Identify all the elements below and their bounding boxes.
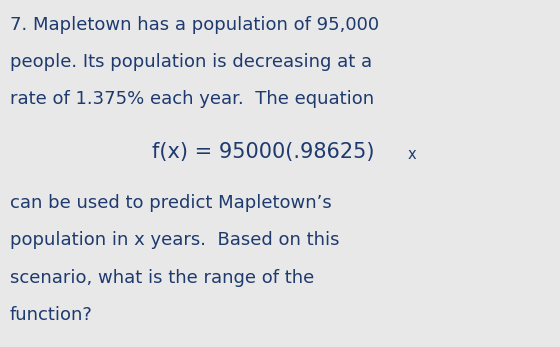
Text: 7. Mapletown has a population of 95,000: 7. Mapletown has a population of 95,000 (10, 16, 379, 34)
Text: f(x) = 95000(.98625): f(x) = 95000(.98625) (152, 142, 375, 162)
Text: rate of 1.375% each year.  The equation: rate of 1.375% each year. The equation (10, 90, 374, 108)
Text: can be used to predict Mapletown’s: can be used to predict Mapletown’s (10, 194, 332, 212)
Text: x: x (408, 147, 416, 162)
Text: scenario, what is the range of the: scenario, what is the range of the (10, 269, 314, 287)
Text: population in x years.  Based on this: population in x years. Based on this (10, 231, 339, 249)
Text: function?: function? (10, 306, 93, 324)
Text: people. Its population is decreasing at a: people. Its population is decreasing at … (10, 53, 372, 71)
